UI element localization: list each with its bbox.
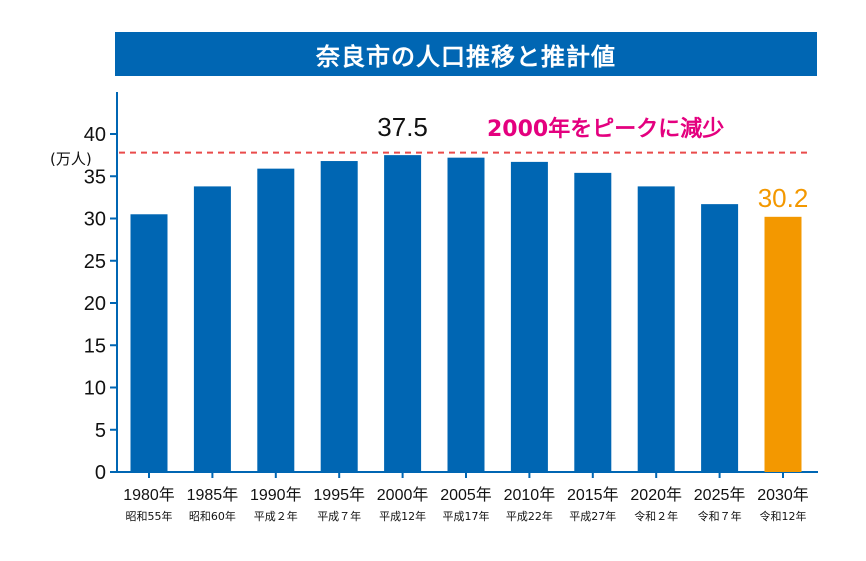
bar-2015年 (574, 172, 612, 472)
x-tick-label-year: 1980年 (123, 486, 175, 504)
x-tick-label-year: 1985年 (187, 486, 239, 504)
y-tick-label: 25 (84, 251, 106, 273)
x-tick-label-era: 昭和60年 (189, 509, 236, 523)
chart-title-banner: 奈良市の人口推移と推計値 (115, 32, 817, 76)
x-tick-label-year: 2005年 (440, 486, 492, 504)
y-axis-unit-label: (万人) (50, 150, 92, 168)
x-tick-label-era: 平成22年 (506, 509, 553, 523)
x-tick-label-era: 平成27年 (569, 509, 616, 523)
y-tick-label: 40 (84, 124, 106, 146)
y-tick-label: 20 (84, 293, 106, 315)
bar-2010年 (510, 161, 548, 472)
bar-2020年 (637, 186, 675, 472)
y-tick-label: 10 (84, 378, 106, 400)
y-tick-label: 5 (95, 420, 106, 442)
x-tick-label-era: 平成12年 (379, 509, 426, 523)
bar-1995年 (320, 161, 358, 473)
x-tick-label-year: 2020年 (630, 486, 682, 504)
bar-1985年 (193, 186, 231, 472)
x-tick-label-era: 令和12年 (760, 509, 807, 523)
x-tick-label-year: 2030年 (757, 486, 809, 504)
x-tick-label-year: 2000年 (377, 486, 429, 504)
bar-2030年 (764, 216, 802, 472)
bar-1990年 (257, 168, 295, 472)
annotations: 2000年をピークに減少 37.5 30.2 (119, 112, 808, 213)
x-tick-label-era: 平成17年 (443, 509, 490, 523)
data-label: 30.2 (758, 183, 809, 213)
x-tick-label-year: 2015年 (567, 486, 619, 504)
x-tick-label-era: 平成２年 (254, 509, 298, 523)
x-tick-label-year: 2025年 (694, 486, 746, 504)
bar-2025年 (701, 204, 739, 472)
chart-title: 奈良市の人口推移と推計値 (316, 42, 616, 71)
bars (130, 155, 802, 473)
data-label: 37.5 (377, 112, 428, 142)
bar-2000年 (384, 155, 422, 472)
peak-annotation: 2000年をピークに減少 (487, 116, 724, 142)
x-tick-label-era: 昭和55年 (126, 509, 173, 523)
x-tick-label-era: 令和２年 (634, 509, 678, 523)
x-tick-label-era: 令和７年 (698, 509, 742, 523)
bar-1980年 (130, 214, 168, 472)
y-tick-label: 30 (84, 209, 106, 231)
x-tick-label-year: 2010年 (504, 486, 556, 504)
bar-2005年 (447, 157, 485, 472)
y-axis-ticks: 0 5 10 15 20 25 30 35 40 (万人) (50, 124, 117, 484)
y-tick-label: 15 (84, 335, 106, 357)
x-tick-label-era: 平成７年 (317, 509, 361, 523)
y-tick-label: 35 (84, 166, 106, 188)
x-tick-label-year: 1995年 (313, 486, 365, 504)
y-tick-label: 0 (95, 462, 106, 484)
x-tick-label-year: 1990年 (250, 486, 302, 504)
